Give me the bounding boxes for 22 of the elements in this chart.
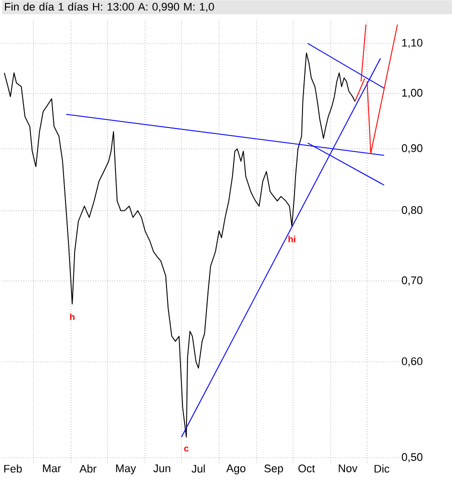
x-tick-label: Abr [79, 464, 96, 473]
y-tick-label: 0,70 [402, 276, 422, 286]
x-tick-label: Feb [4, 464, 22, 473]
y-tick-label: 0,60 [402, 357, 422, 366]
annotation: h [70, 313, 74, 320]
chart-title: Fin de día 1 días H: 13:00 A: 0,990 M: 1,0 [4, 2, 214, 12]
annotation: hi [288, 236, 296, 242]
y-tick-label: 0,90 [402, 144, 422, 154]
y-tick-label: 0,80 [402, 206, 422, 216]
x-tick-label: May [116, 464, 136, 474]
x-tick-label: Sep [264, 464, 283, 474]
x-tick-label: Oct [298, 464, 315, 472]
x-tick-label: Jun [153, 464, 170, 472]
x-tick-label: Dic [374, 464, 390, 473]
annotation: c [184, 446, 189, 452]
x-tick-label: Ago [226, 464, 246, 474]
y-tick-label: 0,50 [402, 453, 422, 462]
x-tick-label: Nov [338, 464, 358, 472]
x-tick-label: Jul [192, 464, 205, 473]
y-tick-label: 1,00 [402, 88, 422, 98]
x-tick-label: Mar [43, 464, 61, 472]
y-tick-label: 1,10 [402, 38, 422, 48]
